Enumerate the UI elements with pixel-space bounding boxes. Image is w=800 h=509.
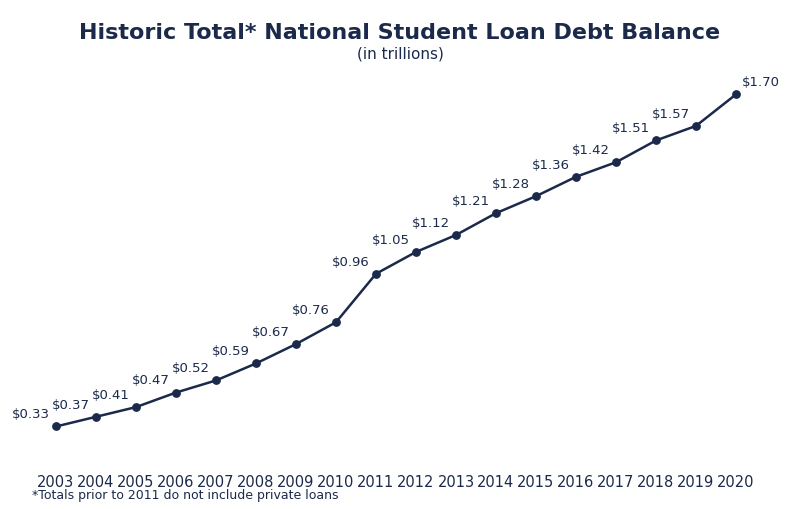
Text: $0.47: $0.47 <box>132 374 170 387</box>
Point <box>650 137 662 145</box>
Text: $1.57: $1.57 <box>652 107 690 121</box>
Text: $0.41: $0.41 <box>92 388 130 401</box>
Text: $0.33: $0.33 <box>12 408 50 420</box>
Point <box>490 210 502 218</box>
Point <box>730 91 742 99</box>
Point <box>210 377 222 385</box>
Text: $0.76: $0.76 <box>292 303 330 317</box>
Point <box>250 360 262 368</box>
Text: $0.59: $0.59 <box>212 345 250 358</box>
Point <box>330 319 342 327</box>
Text: $1.28: $1.28 <box>492 178 530 191</box>
Text: $1.42: $1.42 <box>572 144 610 157</box>
Point <box>530 193 542 201</box>
Text: $1.21: $1.21 <box>452 195 490 208</box>
Point <box>290 341 302 349</box>
Point <box>370 270 382 278</box>
Point <box>690 123 702 131</box>
Text: $1.70: $1.70 <box>742 76 780 89</box>
Text: $1.51: $1.51 <box>612 122 650 135</box>
Text: $1.36: $1.36 <box>532 158 570 172</box>
Point <box>610 159 622 167</box>
Text: $1.05: $1.05 <box>372 234 410 246</box>
Text: Historic Total* National Student Loan Debt Balance: Historic Total* National Student Loan De… <box>79 23 721 43</box>
Point <box>570 174 582 182</box>
Point <box>130 403 142 411</box>
Text: (in trillions): (in trillions) <box>357 47 443 62</box>
Text: $1.12: $1.12 <box>412 216 450 230</box>
Text: $0.52: $0.52 <box>172 362 210 375</box>
Text: *Totals prior to 2011 do not include private loans: *Totals prior to 2011 do not include pri… <box>32 489 338 501</box>
Point <box>410 248 422 257</box>
Point <box>450 232 462 240</box>
Point <box>170 389 182 397</box>
Point <box>90 413 102 421</box>
Point <box>50 422 62 431</box>
Text: $0.37: $0.37 <box>52 398 90 411</box>
Text: $0.96: $0.96 <box>332 255 370 268</box>
Text: $0.67: $0.67 <box>252 325 290 338</box>
